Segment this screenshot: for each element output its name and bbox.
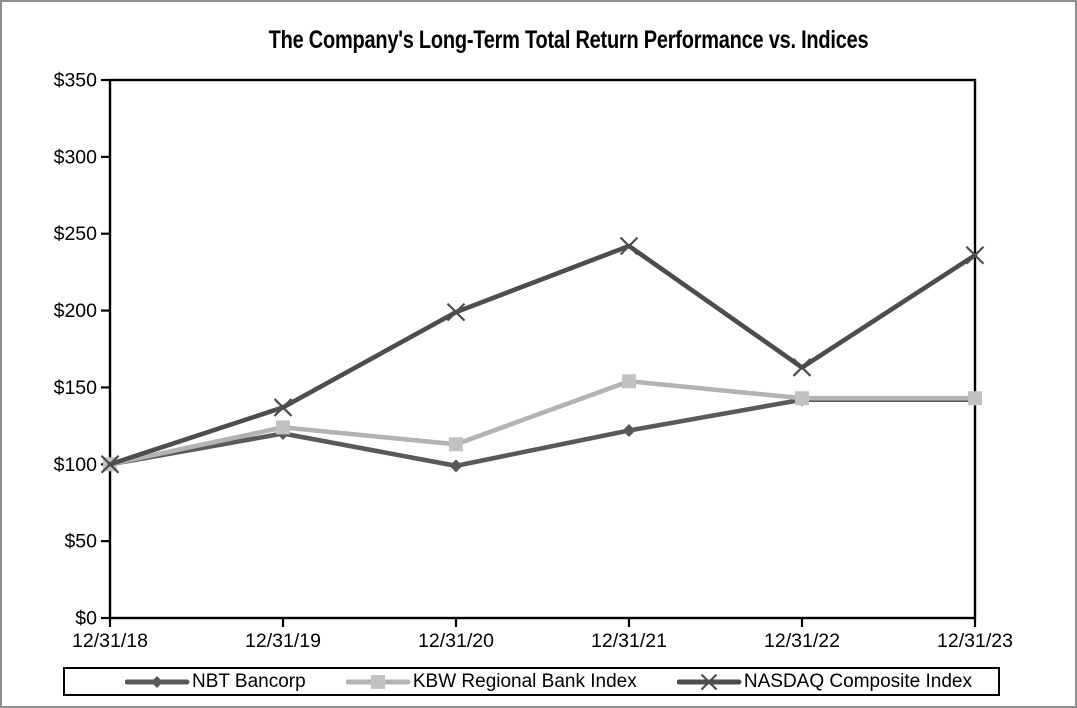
- x-axis-tick-label: 12/31/20: [418, 630, 494, 652]
- legend-label: KBW Regional Bank Index: [412, 671, 637, 692]
- legend-label: NASDAQ Composite Index: [743, 671, 972, 692]
- x-marker-icon: [100, 455, 120, 474]
- x-marker-icon: [965, 245, 985, 265]
- x-marker-icon: [446, 302, 466, 322]
- square-marker-icon: [345, 674, 411, 689]
- legend: NBT Bancorp KBW Regional Bank Index NASD…: [63, 667, 1000, 696]
- x-axis-tick-label: 12/31/22: [764, 630, 840, 652]
- y-axis-tick-label: $350: [54, 70, 98, 92]
- x-marker-icon: [676, 673, 742, 690]
- x-marker-icon: [273, 398, 293, 417]
- y-axis-tick-label: $300: [54, 146, 98, 168]
- legend-item-nbt-bancorp: NBT Bancorp: [125, 672, 306, 691]
- y-axis-tick-label: $100: [54, 454, 98, 476]
- plot-border: [108, 78, 977, 620]
- square-marker-icon: [449, 437, 463, 452]
- legend-item-nasdaq-composite-index: NASDAQ Composite Index: [676, 671, 972, 692]
- x-axis-tick-label: 12/31/23: [937, 630, 1013, 652]
- square-marker-icon: [795, 391, 809, 406]
- legend-label: NBT Bancorp: [192, 671, 306, 692]
- y-axis-tick-label: $200: [54, 300, 98, 322]
- x-axis-tick-label: 12/31/18: [72, 630, 148, 652]
- square-marker-icon: [968, 391, 982, 406]
- x-marker-icon: [619, 236, 639, 256]
- x-axis-tick-label: 12/31/19: [245, 630, 321, 652]
- series-line: [107, 378, 978, 467]
- diamond-marker-icon: [125, 675, 190, 688]
- square-marker-icon: [622, 374, 636, 389]
- y-axis-tick-label: $250: [54, 223, 98, 245]
- chart-title: The Company's Long-Term Total Return Per…: [268, 26, 869, 54]
- series-line: [107, 243, 978, 467]
- y-axis-tick-label: $150: [54, 377, 98, 399]
- y-axis-tick-label: $0: [75, 608, 97, 630]
- x-marker-icon: [792, 358, 812, 377]
- y-axis-tick-label: $50: [64, 531, 97, 553]
- legend-item-kbw-regional-bank-index: KBW Regional Bank Index: [345, 671, 637, 692]
- diamond-marker-icon: [449, 459, 463, 473]
- diamond-marker-icon: [622, 423, 636, 437]
- x-axis-tick-label: 12/31/21: [591, 630, 667, 652]
- series-line: [107, 397, 978, 469]
- square-marker-icon: [276, 420, 290, 435]
